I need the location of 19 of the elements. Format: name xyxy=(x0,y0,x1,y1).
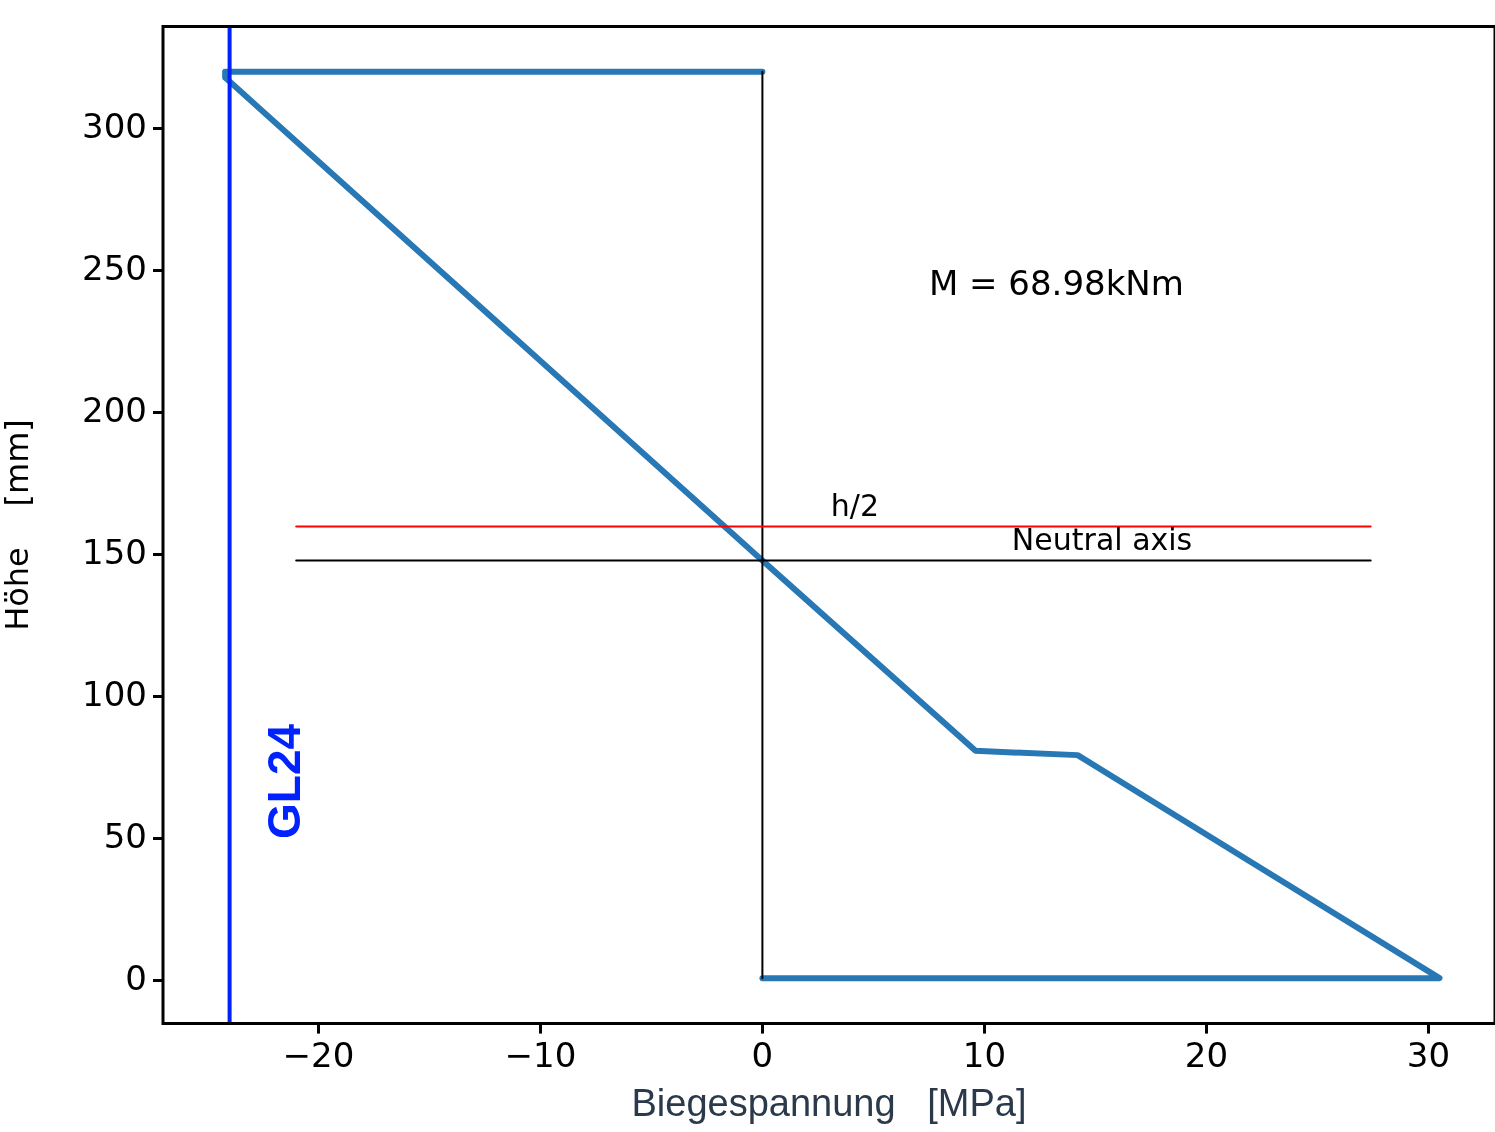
y-tick-label: 50 xyxy=(103,815,147,856)
x-tick-label: 20 xyxy=(1184,1034,1229,1075)
y-tick-label: 200 xyxy=(82,389,147,430)
y-tick-label: 100 xyxy=(82,673,147,714)
y-tick-label: 300 xyxy=(82,105,147,146)
x-tick-label: −20 xyxy=(282,1034,355,1075)
x-axis-title: Biegespannung [MPa] xyxy=(631,1081,1027,1124)
series-label: Neutral axis xyxy=(1011,522,1193,558)
x-tick-label: −10 xyxy=(504,1034,577,1075)
x-tick-label: 0 xyxy=(751,1034,774,1075)
y-tick-label: 0 xyxy=(125,957,147,998)
ref-line-label: GL24 xyxy=(257,723,310,839)
y-tick-label: 250 xyxy=(82,247,147,288)
x-tick-label: 10 xyxy=(962,1034,1007,1075)
y-axis-title: Höhe [mm] xyxy=(0,419,36,631)
y-tick-label: 150 xyxy=(82,531,147,572)
x-tick-label: 30 xyxy=(1406,1034,1451,1075)
annotation: M = 68.98kNm xyxy=(928,262,1184,303)
series-label: h/2 xyxy=(830,488,880,524)
